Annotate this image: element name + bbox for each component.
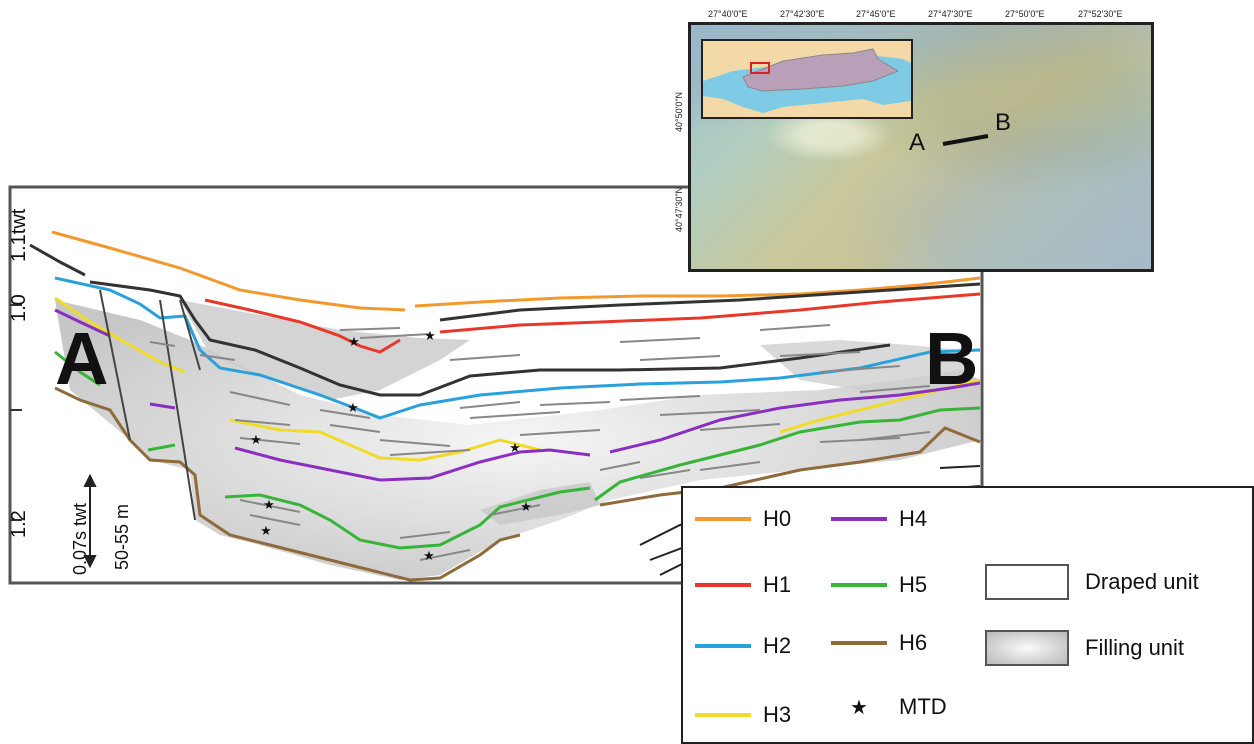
map-profile-overlay xyxy=(942,134,989,146)
legend-item-h2: H2 xyxy=(695,631,791,661)
legend-swatch-h5 xyxy=(831,583,887,587)
map-profile-start-label: A xyxy=(909,129,926,156)
map-lon-label: 27°42'30"E xyxy=(780,9,825,19)
mtd-star: ★ xyxy=(348,335,360,350)
horizon-black-line xyxy=(29,243,981,397)
mtd-star: ★ xyxy=(423,549,435,564)
map-lon-label: 27°40'0"E xyxy=(708,9,748,19)
internal-reflectors xyxy=(149,324,931,561)
legend-item-h5: H5 xyxy=(831,570,927,600)
map-lat-label: 40°47'30"N xyxy=(674,186,684,232)
scale-bar-twt-label: 0.07s twt xyxy=(70,502,90,575)
location-map: A B xyxy=(688,22,1154,272)
legend-label-h3: H3 xyxy=(763,702,792,727)
mtd-star: ★ xyxy=(263,498,275,513)
y-axis-ticks xyxy=(10,304,22,521)
regional-inset-map xyxy=(701,39,913,119)
horizon-h4-line xyxy=(54,308,981,482)
horizon-h6-line xyxy=(54,386,981,582)
y-axis-tick-label-1-0: 1.0 xyxy=(8,294,30,322)
legend-swatch-h1 xyxy=(695,583,751,587)
mtd-star: ★ xyxy=(520,500,532,515)
filling-unit-swatch xyxy=(985,630,1069,666)
upper-filling-wedge xyxy=(180,300,470,400)
section-start-label: A xyxy=(55,317,109,400)
legend-label-filling-unit: Filling unit xyxy=(1085,635,1185,660)
inset-study-area-box xyxy=(750,62,770,74)
legend-swatch-h0 xyxy=(695,517,751,521)
legend-item-h3: H3 xyxy=(695,700,791,730)
legend-swatch-h4 xyxy=(831,517,887,521)
legend-label-h6: H6 xyxy=(899,630,928,655)
legend-item-mtd: ★ MTD xyxy=(831,692,947,722)
section-end-label: B xyxy=(925,317,979,400)
legend-item-filling-unit: Filling unit xyxy=(985,628,1184,668)
y-axis-tick-label-1-2: 1.2 xyxy=(8,510,30,538)
legend-swatch-h6 xyxy=(831,641,887,645)
legend-item-h1: H1 xyxy=(695,570,791,600)
inset-map-graphic xyxy=(703,48,911,117)
mtd-markers: ★ ★ ★ ★ ★ ★ ★ ★ ★ xyxy=(250,329,532,564)
legend-item-h6: H6 xyxy=(831,628,927,658)
profile-line-a-b xyxy=(942,134,989,146)
horizon-h5-line xyxy=(54,350,981,550)
mtd-star-icon: ★ xyxy=(850,696,868,719)
legend-item-draped-unit: Draped unit xyxy=(985,562,1199,602)
map-profile-end-label: B xyxy=(995,109,1012,136)
legend-item-h4: H4 xyxy=(831,504,927,534)
horizon-h2-line xyxy=(54,276,981,420)
mtd-star: ★ xyxy=(347,401,359,416)
horizon-h1-line xyxy=(204,292,981,354)
mtd-star: ★ xyxy=(424,329,436,344)
scale-bar-meter-label: 50-55 m xyxy=(112,503,132,570)
map-lon-label: 27°47'30"E xyxy=(928,9,973,19)
map-lon-label: 27°52'30"E xyxy=(1078,9,1123,19)
legend-swatch-h3 xyxy=(695,713,751,717)
map-lat-label: 40°50'0"N xyxy=(674,91,684,132)
draped-unit-swatch xyxy=(985,564,1069,600)
y-axis-top-label: 1.1twt xyxy=(8,208,30,262)
map-lon-label: 27°45'0"E xyxy=(856,9,896,19)
legend-label-h0: H0 xyxy=(763,506,792,531)
legend-label-h1: H1 xyxy=(763,572,792,597)
horizon-h0-line xyxy=(51,230,981,312)
mtd-star: ★ xyxy=(509,441,521,456)
scale-bar xyxy=(83,473,97,569)
legend-label-h5: H5 xyxy=(899,572,928,597)
legend-swatch-h2 xyxy=(695,644,751,648)
legend-item-h0: H0 xyxy=(695,504,791,534)
legend-label-mtd: MTD xyxy=(899,694,947,719)
mtd-star: ★ xyxy=(260,524,272,539)
legend: H0 H4 H1 H5 H2 H6 H3 ★ MTD Draped unit F… xyxy=(681,486,1254,744)
inset-basin-shape xyxy=(742,48,900,92)
fault-scarp-lines xyxy=(99,289,201,521)
map-lon-label: 27°50'0"E xyxy=(1005,9,1045,19)
legend-label-draped-unit: Draped unit xyxy=(1085,569,1199,594)
legend-label-h2: H2 xyxy=(763,633,792,658)
mtd-star: ★ xyxy=(250,433,262,448)
mid-filling-wedge xyxy=(480,482,600,525)
legend-label-h4: H4 xyxy=(899,506,928,531)
